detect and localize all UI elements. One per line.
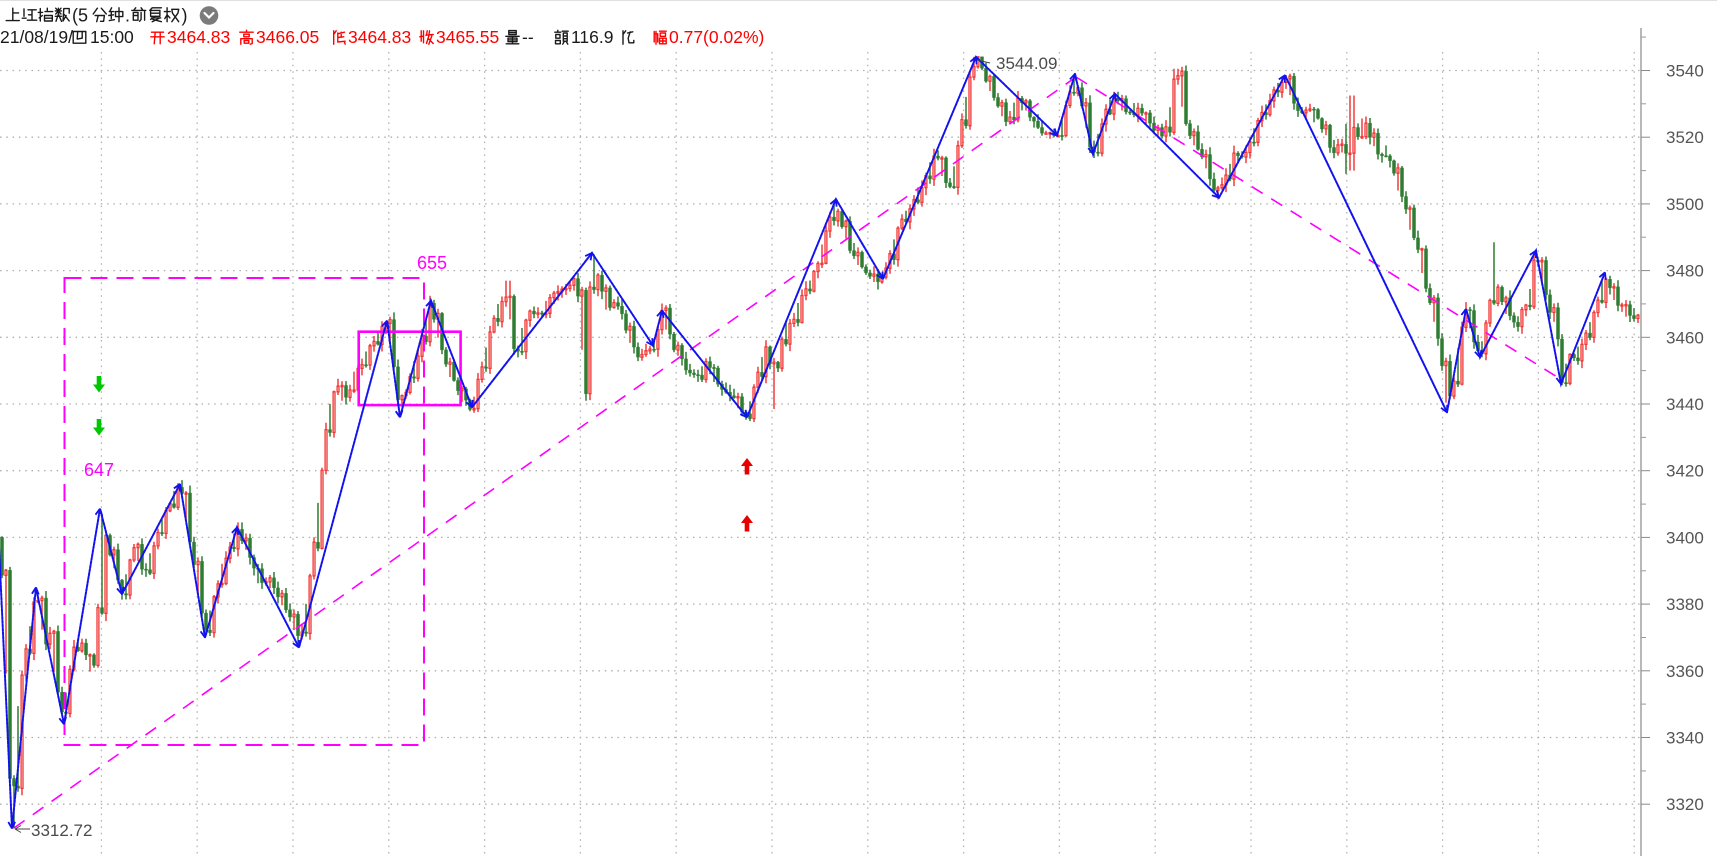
- svg-text:(5: (5: [72, 6, 88, 26]
- svg-text:3460: 3460: [1666, 328, 1704, 347]
- svg-text:3464.83: 3464.83: [348, 27, 411, 47]
- svg-text:655: 655: [417, 253, 447, 273]
- svg-text:.: .: [125, 6, 130, 26]
- svg-text:647: 647: [84, 460, 114, 480]
- svg-text:3480: 3480: [1666, 262, 1704, 281]
- svg-text:3320: 3320: [1666, 795, 1704, 814]
- svg-text:3380: 3380: [1666, 595, 1704, 614]
- svg-text:116.9: 116.9: [571, 27, 614, 47]
- svg-text:3540: 3540: [1666, 62, 1704, 81]
- svg-text:15:00: 15:00: [90, 27, 134, 47]
- svg-text:0.77(0.02%): 0.77(0.02%): [669, 27, 764, 47]
- svg-text:3440: 3440: [1666, 395, 1704, 414]
- svg-text:--: --: [522, 27, 534, 47]
- svg-text:3500: 3500: [1666, 195, 1704, 214]
- svg-text:3466.05: 3466.05: [256, 27, 319, 47]
- svg-text:3520: 3520: [1666, 128, 1704, 147]
- svg-text:3400: 3400: [1666, 528, 1704, 547]
- svg-text:3360: 3360: [1666, 662, 1704, 681]
- svg-text:3464.83: 3464.83: [167, 27, 230, 47]
- svg-text:3544.09: 3544.09: [996, 54, 1057, 73]
- svg-text:3340: 3340: [1666, 729, 1704, 748]
- svg-text:3465.55: 3465.55: [436, 27, 499, 47]
- svg-text:21/08/19/: 21/08/19/: [0, 27, 73, 47]
- svg-text:): ): [182, 6, 188, 26]
- svg-text:3420: 3420: [1666, 462, 1704, 481]
- svg-text:3312.72: 3312.72: [31, 821, 92, 840]
